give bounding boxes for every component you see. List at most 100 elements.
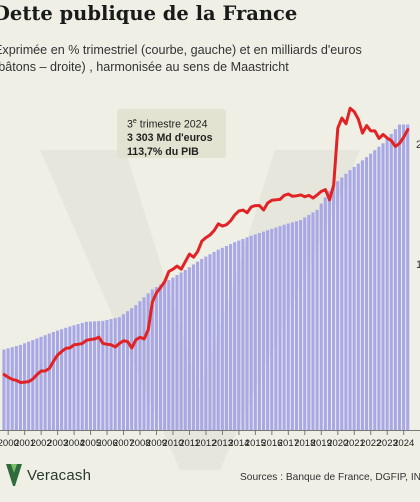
debt-bar — [360, 160, 364, 430]
debt-bar — [381, 143, 385, 430]
x-tick-label: 2008 — [129, 438, 150, 449]
debt-bar — [315, 209, 319, 430]
debt-bar — [171, 277, 175, 430]
debt-bar — [10, 347, 14, 430]
callout-quarter-num: 3 — [127, 118, 133, 131]
debt-bar — [274, 227, 278, 430]
debt-bar — [224, 245, 228, 430]
debt-bar — [356, 163, 360, 430]
debt-bar — [336, 181, 340, 430]
debt-bar — [109, 319, 113, 430]
x-tick-label: 2009 — [146, 438, 167, 449]
x-tick-label: 2021 — [344, 438, 365, 449]
debt-bar — [130, 308, 134, 430]
debt-bar — [373, 150, 377, 430]
debt-bar — [402, 124, 406, 430]
x-tick-label: 2000 — [0, 438, 19, 449]
brand-logo: Veracash — [6, 464, 91, 486]
debt-bar — [183, 269, 187, 430]
debt-bar — [60, 329, 64, 430]
debt-bar — [88, 321, 93, 430]
debt-bar — [278, 226, 282, 430]
debt-bar — [93, 321, 97, 430]
debt-bar — [233, 242, 237, 430]
debt-bar — [105, 319, 109, 430]
debt-bar — [393, 129, 397, 430]
x-axis: 2000200120022003200420052006200720082009… — [0, 430, 420, 449]
debt-bar — [134, 305, 138, 430]
debt-bar — [327, 191, 331, 430]
x-tick-label: 2007 — [113, 438, 134, 449]
debt-bar — [158, 284, 163, 430]
x-tick-label: 2004 — [64, 438, 85, 449]
callout-quarter-rest: trimestre 2024 — [136, 118, 208, 131]
right-axis-tick-label: 2 — [416, 139, 420, 151]
debt-bar — [385, 138, 389, 430]
debt-bar — [348, 170, 352, 430]
x-tick-label: 2001 — [14, 438, 35, 449]
right-axis-tick-label: 1 — [416, 259, 420, 271]
debt-bar — [117, 317, 121, 430]
debt-bar — [299, 220, 303, 430]
sources-text: Sources : Banque de France, DGFIP, INSEE — [240, 472, 420, 483]
x-tick-label: 2019 — [311, 438, 332, 449]
debt-bar — [311, 212, 315, 430]
debt-bar — [23, 343, 27, 430]
debt-bar — [68, 326, 72, 430]
debt-bar — [212, 251, 216, 430]
debt-bar — [2, 349, 6, 430]
debt-bar — [31, 340, 35, 430]
subtitle-line-1: Exprimée en % trimestriel (courbe, gauch… — [0, 43, 362, 57]
debt-bar — [332, 184, 336, 430]
debt-bar — [142, 297, 146, 430]
debt-bar — [204, 256, 208, 430]
debt-bar — [294, 221, 299, 430]
debt-bar — [167, 280, 171, 430]
debt-bar — [150, 289, 154, 430]
subtitle-line-2: (bâtons – droite) , harmonisée au sens d… — [0, 60, 289, 74]
debt-bar — [344, 173, 348, 431]
debt-bar — [340, 177, 344, 430]
debt-bar — [138, 301, 142, 430]
debt-bar — [64, 327, 68, 430]
debt-bar — [175, 275, 179, 430]
callout-amount: 3 303 Md d'euros — [127, 132, 213, 145]
debt-bar — [27, 341, 31, 430]
debt-bar — [47, 333, 51, 430]
debt-bar — [249, 235, 253, 430]
x-tick-label: 2024 — [393, 438, 414, 449]
line-layer — [2, 106, 410, 385]
debt-bar — [179, 272, 183, 430]
debt-bar — [220, 247, 224, 430]
brand-name: Veracash — [27, 466, 92, 484]
x-tick-label: 2002 — [31, 438, 52, 449]
debt-bar — [84, 321, 88, 430]
debt-bar — [191, 264, 196, 430]
x-tick-label: 2010 — [162, 438, 183, 449]
debt-ratio-line — [2, 106, 410, 385]
debt-bar — [364, 157, 369, 430]
debt-bar — [216, 249, 220, 430]
x-tick-label: 2016 — [261, 438, 282, 449]
debt-bar — [237, 240, 241, 430]
debt-bar — [266, 230, 270, 430]
debt-bar — [229, 244, 233, 430]
veracash-logo-icon — [6, 464, 22, 486]
chart-title: Dette publique de la France — [0, 2, 298, 25]
latest-value-callout: 3e trimestre 2024 3 303 Md d'euros 113,7… — [117, 109, 226, 158]
callout-ratio: 113,7% du PIB — [127, 145, 199, 158]
debt-bar — [406, 124, 410, 430]
bars-layer — [2, 124, 410, 431]
debt-bar — [253, 234, 257, 430]
debt-bar — [257, 232, 261, 430]
right-axis: 21 — [416, 139, 420, 271]
debt-bar — [101, 320, 105, 430]
debt-bar — [121, 314, 125, 430]
debt-bar — [208, 254, 212, 430]
callout-quarter: 3e trimestre 2024 — [127, 115, 226, 132]
debt-bar — [397, 124, 402, 430]
debt-bar — [369, 153, 373, 430]
x-tick-label: 2012 — [195, 438, 216, 449]
debt-bar — [51, 331, 55, 430]
